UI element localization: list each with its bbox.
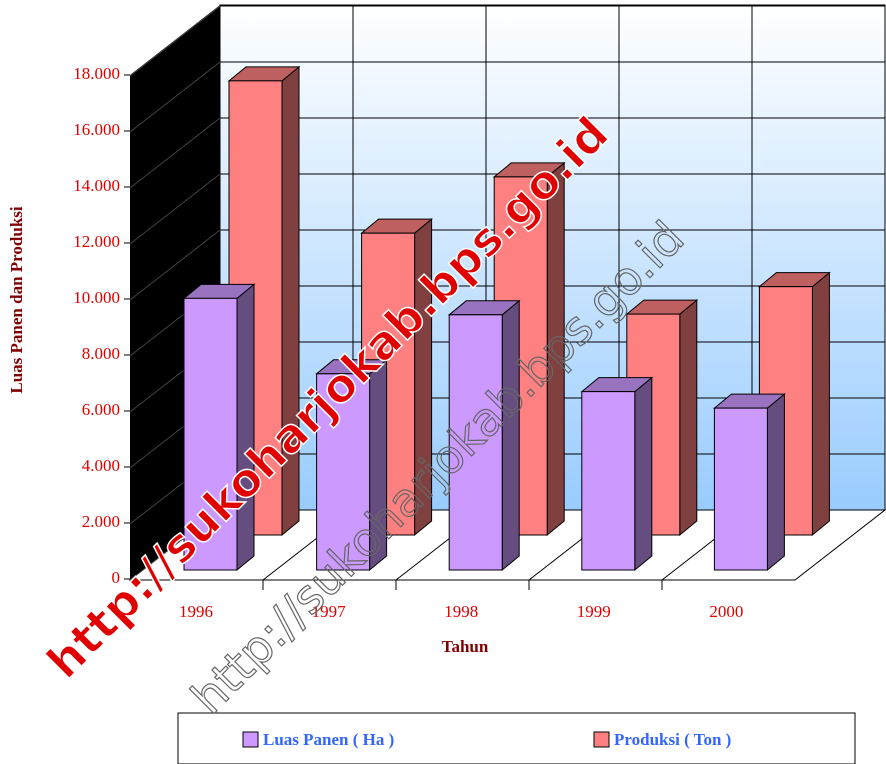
bar-front xyxy=(316,373,371,571)
grid-line xyxy=(129,173,221,245)
x-tick-label: 2000 xyxy=(709,602,743,621)
bar xyxy=(580,376,654,572)
x-tick-label: 1996 xyxy=(179,602,213,621)
bar-front xyxy=(581,391,636,571)
bar-side xyxy=(766,393,785,572)
y-tick-label: 16.000 xyxy=(73,120,120,139)
y-tick-label: 14.000 xyxy=(73,176,120,195)
x-tick-label: 1998 xyxy=(444,602,478,621)
bar xyxy=(182,283,256,572)
y-tick-label: 10.000 xyxy=(73,288,120,307)
legend-label: Produksi ( Ton ) xyxy=(614,730,731,749)
y-tick-label: 8.000 xyxy=(82,344,120,363)
y-tick-label: 0 xyxy=(112,568,121,587)
bar-front xyxy=(183,297,238,571)
legend-swatch xyxy=(242,731,259,748)
bar-front xyxy=(448,314,503,571)
x-tick-label: 1997 xyxy=(312,602,347,621)
grid-line xyxy=(129,61,221,133)
x-tick-label: 1999 xyxy=(577,602,611,621)
bar-side xyxy=(679,299,698,537)
legend xyxy=(177,712,856,764)
x-axis-title: Tahun xyxy=(442,637,489,656)
bar-side xyxy=(811,271,830,537)
bar xyxy=(315,358,388,572)
bar xyxy=(447,299,521,572)
bar-front xyxy=(713,407,768,571)
grid-line xyxy=(129,229,221,301)
bar-side xyxy=(236,283,255,572)
y-tick-label: 12.000 xyxy=(73,232,120,251)
y-tick-label: 6.000 xyxy=(82,400,120,419)
y-axis-title: Luas Panen dan Produksi xyxy=(7,206,26,394)
y-tick-label: 18.000 xyxy=(73,64,120,83)
legend-label: Luas Panen ( Ha ) xyxy=(263,730,394,749)
bar-side xyxy=(634,376,653,572)
legend-swatch xyxy=(593,731,610,748)
y-tick-label: 4.000 xyxy=(82,456,120,475)
grid-line xyxy=(129,5,221,77)
bar xyxy=(713,393,786,572)
y-tick-label: 2.000 xyxy=(82,512,120,531)
grid-line xyxy=(129,117,221,189)
